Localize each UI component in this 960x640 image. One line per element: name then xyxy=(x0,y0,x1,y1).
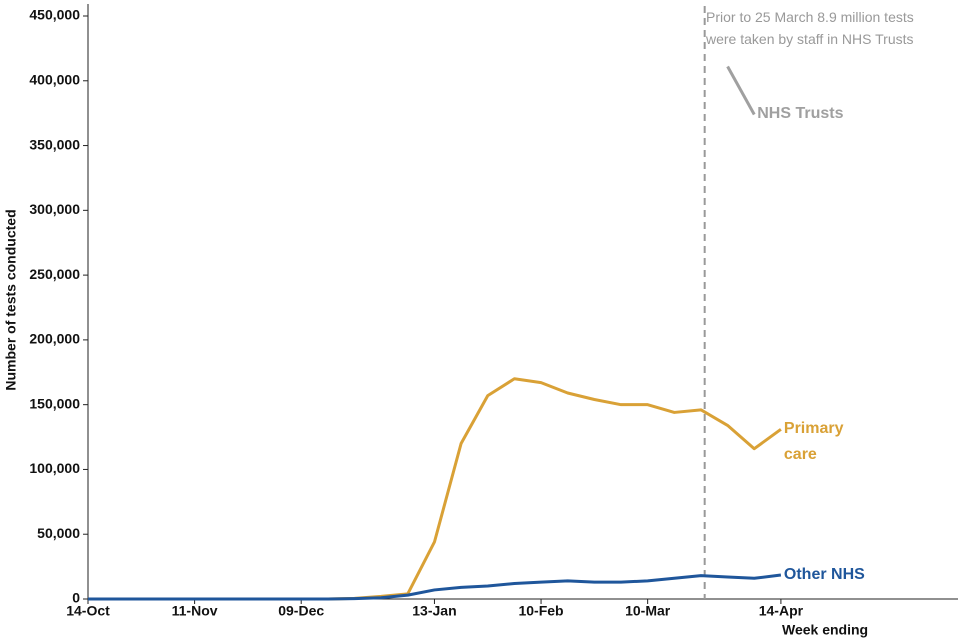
y-tick-label: 50,000 xyxy=(37,525,80,541)
x-tick-label: 13-Jan xyxy=(412,603,456,619)
series-label: NHS Trusts xyxy=(757,105,844,123)
series-label: Other NHS xyxy=(783,566,865,584)
x-tick-label: 10-Feb xyxy=(518,603,563,619)
series-line xyxy=(88,573,782,601)
x-tick-label: 10-Mar xyxy=(625,603,671,619)
y-tick-label: 250,000 xyxy=(29,266,80,282)
y-tick-label: 450,000 xyxy=(29,7,80,23)
series-label: Primary care xyxy=(783,420,844,464)
x-tick-label: 11-Nov xyxy=(172,603,218,619)
series-line xyxy=(88,377,782,601)
y-axis-label: Number of tests conducted xyxy=(3,209,19,390)
y-tick-label: 200,000 xyxy=(29,331,80,347)
series-line xyxy=(726,65,756,116)
y-tick-label: 100,000 xyxy=(29,460,80,476)
y-tick-label: 150,000 xyxy=(29,395,80,411)
x-tick-label: 14-Apr xyxy=(759,603,804,619)
x-tick-label: 09-Dec xyxy=(278,603,324,619)
x-axis-label: Week ending xyxy=(782,622,868,638)
y-tick-label: 400,000 xyxy=(29,71,80,87)
y-tick-label: 300,000 xyxy=(29,201,80,217)
y-tick-label: 350,000 xyxy=(29,136,80,152)
annotation: Prior to 25 March 8.9 million tests were… xyxy=(706,9,914,47)
y-tick-label: 0 xyxy=(72,590,80,606)
x-tick-label: 14-Oct xyxy=(66,603,110,619)
